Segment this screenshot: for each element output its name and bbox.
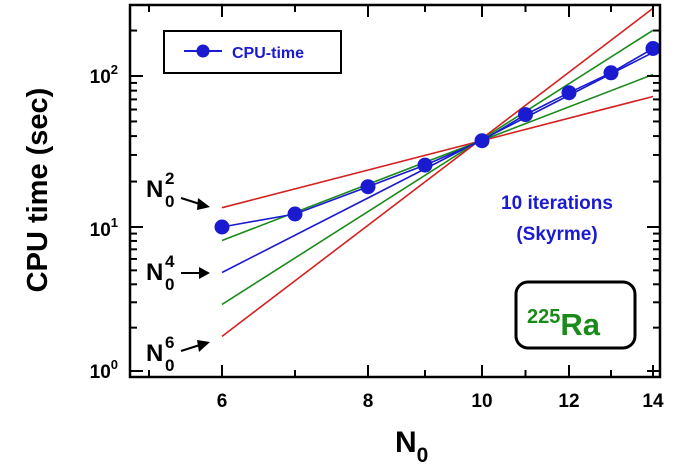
svg-text:N: N [146,176,163,203]
x-tick-label-14: 14 [642,391,664,412]
svg-text:0: 0 [165,275,174,294]
power-label-n6: N 6 0 [146,333,210,375]
reference-line-n0-pow-5 [221,29,654,306]
data-points [214,41,661,235]
x-tick-label-12: 12 [558,391,579,412]
reference-line-n0-pow-6 [221,7,654,338]
y-tick-label-1: 100 [90,357,118,383]
annotation-skyrme: (Skyrme) [516,224,597,245]
svg-text:N: N [146,340,163,367]
y-ticks [130,29,660,372]
data-point-n0-11 [518,107,533,123]
x-axis-title: N0 [395,426,428,467]
svg-text:4: 4 [165,252,175,271]
plot-frame [128,3,662,379]
svg-text:0: 0 [165,356,174,375]
x-tick-label-6: 6 [217,391,228,412]
data-point-n0-12 [561,85,577,101]
svg-text:2: 2 [165,169,174,188]
data-point-n0-10 [474,133,490,149]
x-tick-label-10: 10 [471,391,492,412]
data-point-n0-9 [417,157,433,173]
annotation-iterations: 10 iterations [501,193,613,214]
svg-text:N: N [146,259,163,286]
x-tick-label-8: 8 [363,391,374,412]
data-point-n0-13 [603,65,619,81]
reference-line-n0-pow-2 [221,95,654,209]
reference-line-n0-pow-4 [221,51,654,274]
power-label-n2: N 2 0 [146,169,210,211]
svg-text:0: 0 [165,192,174,211]
svg-text:6: 6 [165,333,174,352]
nucleus-label: 225Ra [514,280,637,350]
y-tick-label-100: 102 [90,62,118,88]
power-label-n4: N 4 0 [146,252,210,294]
data-point-n0-7 [287,206,303,222]
y-axis-title: CPU time (sec) [22,88,54,293]
nucleus-text: 225Ra [527,306,601,342]
legend-label: CPU-time [232,45,304,62]
y-tick-label-10: 101 [90,215,118,241]
nucleus-box [514,280,637,350]
data-point-n0-14 [645,41,661,56]
legend-marker [196,44,210,58]
data-point-n0-6 [214,219,230,235]
data-point-n0-8 [360,179,376,195]
legend: CPU-time [163,30,342,74]
